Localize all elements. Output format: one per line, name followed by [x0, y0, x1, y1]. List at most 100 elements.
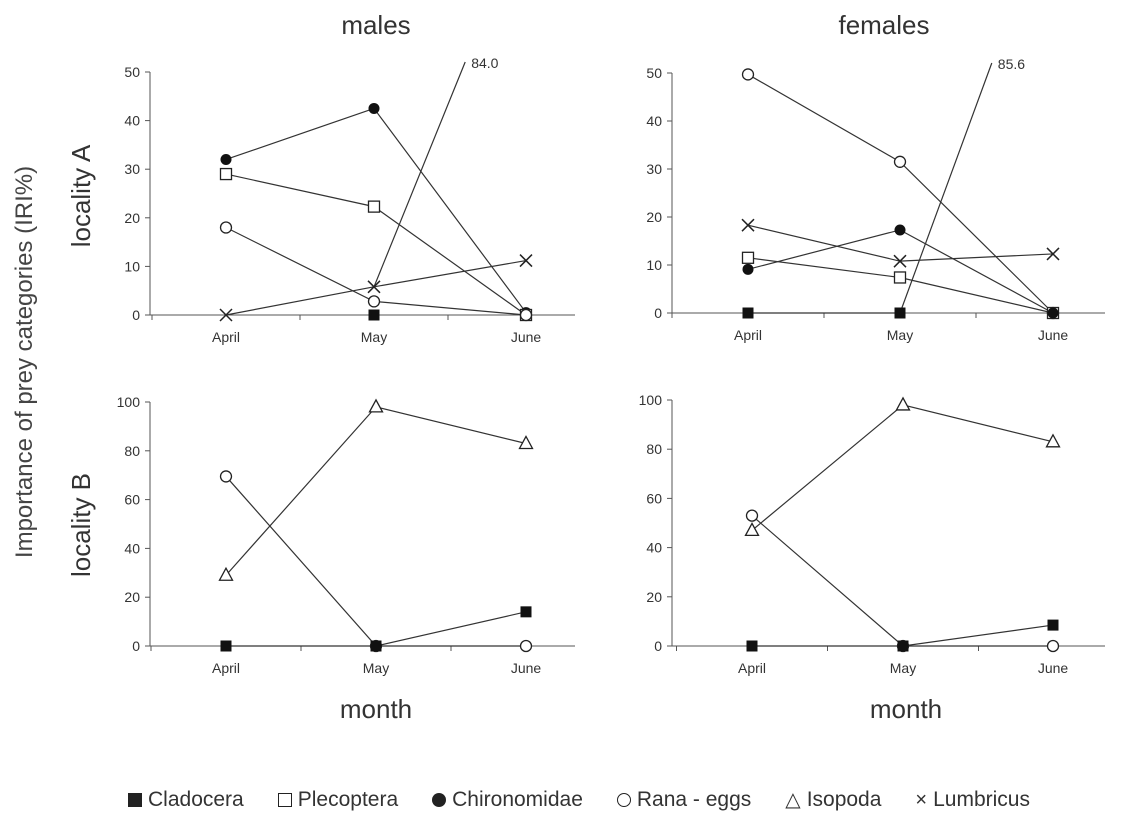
x-tick-label-june: June — [1038, 327, 1069, 343]
open-triangle-icon: △ — [785, 789, 801, 811]
x-axis-label-males: month — [340, 694, 412, 724]
legend-label-lumbricus: Lumbricus — [933, 788, 1030, 811]
legend-label-plecoptera: Plecoptera — [297, 788, 399, 811]
point-rana-eggs-may — [367, 295, 381, 308]
figure: males females Importance of prey categor… — [11, 10, 1105, 724]
annotation-label: 84.0 — [471, 55, 498, 71]
y-tick-label: 100 — [117, 394, 141, 410]
point-rana-eggs-april — [745, 509, 759, 522]
point-lumbricus-may — [893, 254, 907, 268]
chart-panel-females-locality-A: 0 10 20 30 40 50 April May June 85.6 — [646, 56, 1105, 343]
point-lumbricus-april — [741, 218, 755, 232]
point-cladocera-june — [520, 606, 532, 618]
point-cladocera-may — [370, 640, 382, 652]
legend-label-isopoda: Isopoda — [806, 788, 882, 811]
point-plecoptera-april — [741, 251, 755, 264]
point-chironomidae-may — [894, 224, 906, 236]
panels: 0 10 20 30 40 50 April May June 84.0 0 10 20 30 40 50 Ap… — [117, 55, 1105, 676]
chart-panel-females-locality-B: 0 20 40 60 80 100 April May June — [639, 392, 1105, 676]
y-tick-label: 30 — [124, 161, 140, 177]
point-rana-eggs-april — [219, 470, 233, 483]
legend-item-chironomidae: Chironomidae — [432, 788, 583, 812]
filled-square-icon — [128, 793, 142, 807]
x-tick-label-may: May — [887, 327, 913, 343]
y-tick-label: 50 — [646, 65, 662, 81]
y-tick-label: 0 — [132, 307, 140, 323]
cross-icon: × — [915, 789, 928, 811]
column-title-females: females — [838, 10, 929, 40]
legend-label-cladocera: Cladocera — [148, 788, 244, 811]
x-tick-label-may: May — [890, 660, 916, 676]
y-tick-label: 20 — [124, 589, 140, 605]
x-tick-label-june: June — [1038, 660, 1069, 676]
column-title-males: males — [341, 10, 410, 40]
x-tick-label-may: May — [361, 329, 387, 345]
y-tick-label: 80 — [646, 441, 662, 457]
x-tick-label-april: April — [212, 329, 240, 345]
filled-circle-icon — [432, 793, 447, 807]
point-lumbricus-june — [519, 254, 533, 268]
y-tick-label: 0 — [654, 305, 662, 321]
y-tick-label: 60 — [124, 492, 140, 508]
point-chironomidae-april — [220, 153, 232, 165]
point-cladocera-june — [1047, 619, 1059, 631]
series-line-plecoptera — [747, 257, 1054, 314]
point-chironomidae-may — [368, 102, 380, 114]
y-tick-label: 100 — [639, 392, 663, 408]
point-cladocera-april — [220, 640, 232, 652]
annotation-label: 85.6 — [998, 56, 1025, 72]
y-tick-label: 0 — [132, 638, 140, 654]
open-square-icon — [277, 793, 292, 807]
x-tick-label-april: April — [738, 660, 766, 676]
y-tick-label: 40 — [646, 113, 662, 129]
point-plecoptera-may — [367, 200, 381, 213]
legend-item-plecoptera: Plecoptera — [277, 788, 399, 812]
chart-panel-males-locality-B: 0 20 40 60 80 100 April May June — [117, 394, 575, 676]
point-rana-eggs-april — [741, 68, 755, 81]
x-tick-label-june: June — [511, 660, 542, 676]
legend-item-rana-eggs: Rana - eggs — [616, 788, 751, 812]
y-tick-label: 50 — [124, 64, 140, 80]
series-line-isopoda — [225, 406, 527, 576]
point-isopoda-april — [218, 566, 234, 581]
legend-item-lumbricus: × Lumbricus — [915, 788, 1030, 812]
y-tick-label: 0 — [654, 638, 662, 654]
y-tick-label: 10 — [124, 258, 140, 274]
x-axis-label-females: month — [870, 694, 942, 724]
series-line-rana-eggs — [751, 515, 1053, 647]
point-rana-eggs-april — [219, 221, 233, 234]
point-plecoptera-april — [219, 167, 233, 181]
point-isopoda-june — [518, 435, 534, 450]
point-cladocera-april — [746, 640, 758, 652]
y-tick-label: 60 — [646, 490, 662, 506]
series-line-isopoda — [751, 404, 1054, 531]
legend-item-cladocera: Cladocera — [128, 788, 244, 812]
legend: Cladocera Plecoptera Chironomidae Rana -… — [128, 788, 1030, 812]
point-chironomidae-june — [1047, 307, 1059, 319]
point-cladocera-april — [742, 307, 754, 319]
y-tick-label: 20 — [124, 210, 140, 226]
y-tick-label: 30 — [646, 161, 662, 177]
row-label-locality-a: locality A — [66, 144, 96, 247]
x-tick-label-april: April — [734, 327, 762, 343]
row-label-locality-b: locality B — [66, 473, 96, 577]
point-cladocera-may — [894, 307, 906, 319]
point-isopoda-may — [895, 396, 911, 411]
legend-label-chironomidae: Chironomidae — [452, 788, 583, 811]
point-isopoda-april — [744, 522, 760, 537]
annotation-line — [373, 61, 466, 288]
x-tick-label-june: June — [511, 329, 542, 345]
point-plecoptera-may — [893, 271, 907, 284]
y-tick-label: 40 — [124, 113, 140, 129]
point-rana-eggs-june — [1046, 639, 1060, 653]
point-lumbricus-may — [367, 280, 381, 294]
annotation-line — [899, 62, 993, 314]
y-tick-label: 40 — [124, 540, 140, 556]
series-line-rana-eggs — [225, 476, 526, 647]
point-cladocera-may — [368, 309, 380, 321]
y-tick-label: 10 — [646, 257, 662, 273]
y-axis-label: Importance of prey categories (IRI%) — [11, 166, 38, 558]
y-tick-label: 80 — [124, 443, 140, 459]
point-lumbricus-june — [1046, 247, 1060, 261]
point-rana-eggs-june — [519, 639, 533, 653]
